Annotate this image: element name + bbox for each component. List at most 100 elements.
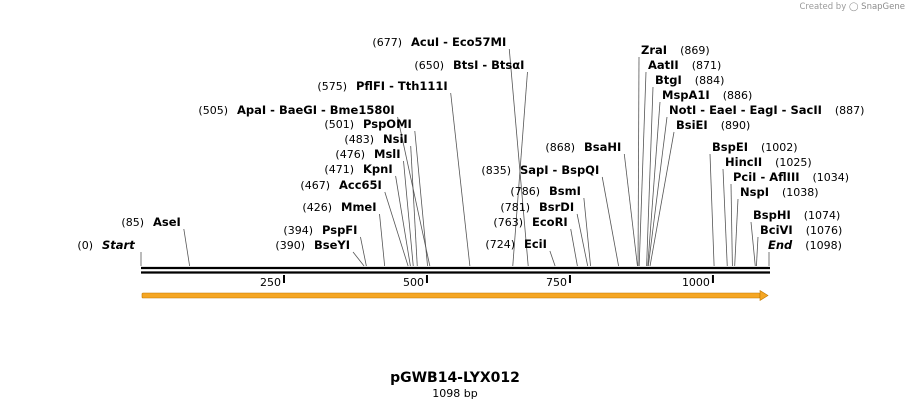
restriction-site[interactable]: PciI - AflIII (1034) bbox=[733, 170, 849, 184]
site-leader-line bbox=[637, 56, 640, 267]
site-label: (390) BseYI bbox=[275, 238, 350, 252]
restriction-site[interactable]: (426) MmeI bbox=[302, 200, 376, 214]
restriction-site[interactable]: (390) BseYI bbox=[275, 238, 350, 252]
restriction-site[interactable]: (505) ApaI - BaeGI - Bme1580I bbox=[198, 103, 394, 117]
site-position: (483) bbox=[344, 133, 374, 146]
restriction-site[interactable]: AatII (871) bbox=[648, 58, 721, 72]
site-enzyme-names: PspOMI bbox=[363, 117, 412, 131]
site-position: (505) bbox=[198, 104, 228, 117]
site-enzyme-names: BseYI bbox=[314, 238, 350, 252]
site-label: NspI (1038) bbox=[740, 185, 819, 199]
site-enzyme-names: NotI - EaeI - EagI - SacII bbox=[669, 103, 822, 117]
site-enzyme-names: BspEI bbox=[712, 140, 748, 154]
site-position: (1076) bbox=[806, 224, 843, 237]
site-position: (786) bbox=[510, 185, 540, 198]
site-enzyme-names: BsrDI bbox=[539, 200, 574, 214]
restriction-site[interactable]: BspEI (1002) bbox=[712, 140, 798, 154]
site-position: (390) bbox=[275, 239, 305, 252]
site-enzyme-names: Start bbox=[102, 238, 135, 252]
site-enzyme-names: MslI bbox=[374, 147, 401, 161]
site-label: (476) MslI bbox=[335, 147, 400, 161]
restriction-site[interactable]: (467) Acc65I bbox=[300, 178, 381, 192]
site-leader-line bbox=[734, 198, 739, 267]
restriction-site[interactable]: (0) Start bbox=[77, 238, 135, 252]
site-enzyme-names: BspHI bbox=[753, 208, 791, 222]
site-leader-lines bbox=[140, 48, 770, 267]
site-label: (505) ApaI - BaeGI - Bme1580I bbox=[198, 103, 394, 117]
site-leader-line bbox=[750, 221, 756, 267]
site-label: (467) Acc65I bbox=[300, 178, 381, 192]
credit-brand: SnapGene bbox=[861, 2, 905, 12]
site-position: (886) bbox=[723, 89, 753, 102]
restriction-site[interactable]: BsiEI (890) bbox=[676, 118, 750, 132]
site-label: BciVI (1076) bbox=[760, 223, 842, 237]
restriction-site[interactable]: ZraI (869) bbox=[641, 43, 710, 57]
restriction-site[interactable]: (868) BsaHI bbox=[545, 140, 621, 154]
ruler-tick-label: 1000 bbox=[682, 276, 710, 289]
site-enzyme-names: NsiI bbox=[383, 132, 408, 146]
site-enzyme-names: AcuI - Eco57MI bbox=[411, 35, 506, 49]
site-label: (677) AcuI - Eco57MI bbox=[372, 35, 506, 49]
site-label: (0) Start bbox=[77, 238, 135, 252]
restriction-site[interactable]: (476) MslI bbox=[335, 147, 400, 161]
site-position: (890) bbox=[721, 119, 751, 132]
site-position: (1002) bbox=[761, 141, 798, 154]
ruler-tick-label: 250 bbox=[260, 276, 281, 289]
site-leader-line bbox=[414, 130, 428, 267]
restriction-site[interactable]: (483) NsiI bbox=[344, 132, 407, 146]
site-enzyme-names: AatII bbox=[648, 58, 679, 72]
site-leader-line bbox=[647, 116, 668, 267]
site-enzyme-names: ZraI bbox=[641, 43, 667, 57]
site-position: (467) bbox=[300, 179, 330, 192]
site-leader-line bbox=[450, 92, 471, 267]
site-label: (483) NsiI bbox=[344, 132, 407, 146]
ruler-tick-label: 500 bbox=[403, 276, 424, 289]
site-enzyme-names: End bbox=[768, 238, 793, 252]
site-position: (869) bbox=[680, 44, 710, 57]
restriction-site[interactable]: MspA1I (886) bbox=[662, 88, 752, 102]
restriction-site[interactable]: (471) KpnI bbox=[324, 162, 392, 176]
restriction-site[interactable]: (763) EcoRI bbox=[493, 215, 567, 229]
site-leader-line bbox=[583, 197, 591, 267]
restriction-site[interactable]: (781) BsrDI bbox=[500, 200, 574, 214]
site-position: (868) bbox=[545, 141, 575, 154]
site-label: BtgI (884) bbox=[655, 73, 724, 87]
ruler-ticks: 250 500 750 1000 bbox=[260, 275, 714, 289]
credit-prefix: Created by bbox=[799, 2, 847, 12]
site-enzyme-names: MmeI bbox=[341, 200, 377, 214]
site-label: AatII (871) bbox=[648, 58, 721, 72]
site-position: (781) bbox=[500, 201, 530, 214]
site-label: (724) EciI bbox=[485, 237, 547, 251]
site-position: (650) bbox=[414, 59, 444, 72]
site-position: (871) bbox=[692, 59, 722, 72]
restriction-site[interactable]: (501) PspOMI bbox=[324, 117, 411, 131]
site-position: (1074) bbox=[804, 209, 841, 222]
site-enzyme-names: KpnI bbox=[363, 162, 393, 176]
site-leader-line bbox=[647, 101, 661, 267]
restriction-site[interactable]: (85) AseI bbox=[121, 215, 180, 229]
restriction-site[interactable]: NotI - EaeI - EagI - SacII (887) bbox=[669, 103, 864, 117]
restriction-site[interactable]: End (1098) bbox=[768, 238, 842, 252]
restriction-site[interactable]: (786) BsmI bbox=[510, 184, 580, 198]
restriction-site[interactable]: (724) EciI bbox=[485, 237, 547, 251]
restriction-site[interactable]: NspI (1038) bbox=[740, 185, 819, 199]
restriction-site[interactable]: (575) PflFI - Tth111I bbox=[317, 79, 447, 93]
site-leader-line bbox=[395, 175, 411, 267]
restriction-site[interactable]: (835) SapI - BspQI bbox=[481, 163, 599, 177]
restriction-site[interactable]: BtgI (884) bbox=[655, 73, 724, 87]
restriction-site[interactable]: BspHI (1074) bbox=[753, 208, 840, 222]
feature-arrow[interactable] bbox=[141, 289, 769, 302]
restriction-site[interactable]: (394) PspFI bbox=[283, 223, 357, 237]
site-position: (677) bbox=[372, 36, 402, 49]
site-leader-line bbox=[623, 153, 638, 267]
restriction-site[interactable]: (677) AcuI - Eco57MI bbox=[372, 35, 506, 49]
restriction-site[interactable]: HincII (1025) bbox=[725, 155, 812, 169]
site-enzyme-names: BsmI bbox=[549, 184, 581, 198]
restriction-site[interactable]: (650) BtsI - BtsαI bbox=[414, 58, 524, 72]
site-label: (394) PspFI bbox=[283, 223, 357, 237]
site-label: MspA1I (886) bbox=[662, 88, 752, 102]
site-position: (884) bbox=[695, 74, 725, 87]
ruler-tick-label: 750 bbox=[546, 276, 567, 289]
restriction-site[interactable]: BciVI (1076) bbox=[760, 223, 842, 237]
